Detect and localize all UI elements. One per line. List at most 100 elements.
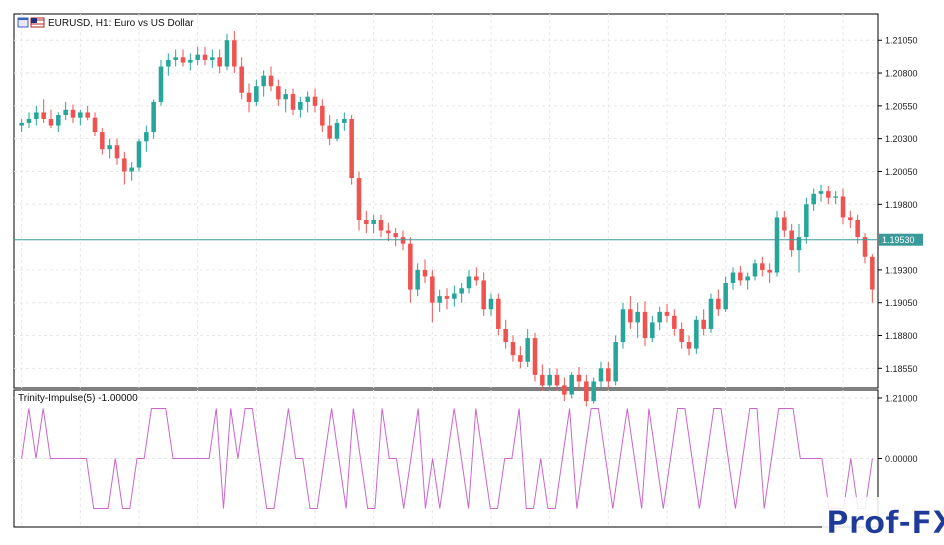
candle[interactable] bbox=[694, 315, 699, 354]
indicator-series[interactable] bbox=[21, 408, 873, 509]
candle[interactable] bbox=[356, 171, 362, 231]
candle[interactable] bbox=[320, 99, 325, 133]
candle[interactable] bbox=[613, 335, 618, 386]
candle[interactable] bbox=[122, 151, 127, 185]
candle[interactable] bbox=[400, 230, 406, 251]
candle[interactable] bbox=[870, 254, 875, 303]
candle[interactable] bbox=[276, 79, 281, 106]
candle[interactable] bbox=[811, 188, 816, 211]
candle[interactable] bbox=[686, 335, 692, 356]
candle[interactable] bbox=[378, 214, 384, 238]
candle[interactable] bbox=[342, 112, 347, 131]
candle[interactable] bbox=[56, 112, 61, 133]
candle[interactable] bbox=[92, 112, 98, 137]
candle[interactable] bbox=[752, 259, 758, 281]
candle[interactable] bbox=[151, 99, 156, 139]
candle[interactable] bbox=[833, 191, 838, 205]
candle[interactable] bbox=[569, 372, 574, 399]
candle[interactable] bbox=[129, 162, 134, 181]
candle[interactable] bbox=[584, 374, 589, 407]
candle[interactable] bbox=[730, 267, 736, 290]
candle[interactable] bbox=[100, 128, 105, 155]
indicator-line[interactable] bbox=[21, 408, 873, 509]
candle[interactable] bbox=[716, 289, 721, 316]
candle[interactable] bbox=[796, 223, 802, 273]
candle[interactable] bbox=[840, 188, 846, 224]
candle[interactable] bbox=[283, 88, 288, 113]
candle[interactable] bbox=[364, 210, 369, 234]
candle[interactable] bbox=[327, 115, 332, 146]
candle[interactable] bbox=[701, 309, 706, 336]
candle[interactable] bbox=[562, 377, 567, 402]
candle[interactable] bbox=[180, 49, 186, 67]
candle[interactable] bbox=[41, 99, 46, 123]
candle[interactable] bbox=[26, 112, 32, 129]
candle[interactable] bbox=[525, 328, 530, 368]
candle[interactable] bbox=[547, 368, 552, 391]
candle[interactable] bbox=[107, 138, 112, 159]
candle[interactable] bbox=[408, 237, 413, 303]
candle[interactable] bbox=[334, 118, 340, 142]
candle[interactable] bbox=[848, 210, 853, 228]
candle[interactable] bbox=[437, 289, 442, 312]
candle[interactable] bbox=[224, 33, 230, 71]
candle[interactable] bbox=[591, 377, 596, 404]
candle[interactable] bbox=[679, 322, 684, 349]
candle[interactable] bbox=[664, 304, 670, 323]
candle[interactable] bbox=[554, 368, 560, 391]
candle[interactable] bbox=[518, 346, 523, 369]
candle[interactable] bbox=[774, 210, 780, 277]
candle[interactable] bbox=[628, 296, 633, 329]
candle[interactable] bbox=[232, 31, 237, 74]
candle[interactable] bbox=[85, 105, 90, 121]
candle[interactable] bbox=[540, 364, 545, 391]
candle[interactable] bbox=[723, 276, 728, 312]
candle[interactable] bbox=[496, 293, 501, 336]
candle[interactable] bbox=[34, 105, 39, 126]
candle[interactable] bbox=[78, 109, 83, 126]
candle[interactable] bbox=[576, 367, 582, 388]
candle[interactable] bbox=[826, 185, 831, 205]
candle[interactable] bbox=[63, 101, 68, 121]
candle[interactable] bbox=[290, 88, 296, 116]
candle[interactable] bbox=[393, 227, 398, 247]
candle[interactable] bbox=[767, 263, 772, 284]
candle[interactable] bbox=[261, 70, 266, 97]
candle[interactable] bbox=[481, 272, 486, 316]
candle[interactable] bbox=[70, 104, 76, 123]
candle[interactable] bbox=[298, 96, 303, 118]
candle[interactable] bbox=[422, 259, 428, 284]
candle[interactable] bbox=[371, 214, 376, 234]
candle[interactable] bbox=[48, 109, 54, 129]
candle[interactable] bbox=[738, 265, 743, 286]
candle[interactable] bbox=[254, 79, 259, 106]
candle[interactable] bbox=[650, 315, 655, 343]
candle[interactable] bbox=[239, 57, 244, 100]
candle[interactable] bbox=[459, 283, 464, 303]
candle[interactable] bbox=[532, 332, 538, 382]
candle[interactable] bbox=[305, 91, 310, 113]
candle[interactable] bbox=[19, 118, 24, 133]
candle[interactable] bbox=[620, 302, 626, 349]
candle[interactable] bbox=[430, 269, 435, 323]
candle[interactable] bbox=[745, 272, 750, 290]
candle[interactable] bbox=[136, 138, 142, 172]
candle[interactable] bbox=[862, 233, 868, 264]
candle[interactable] bbox=[818, 184, 824, 202]
candle[interactable] bbox=[488, 293, 494, 316]
candle[interactable] bbox=[510, 335, 516, 362]
candle[interactable] bbox=[606, 361, 611, 388]
candle[interactable] bbox=[386, 222, 391, 242]
candle[interactable] bbox=[312, 88, 318, 113]
candle[interactable] bbox=[708, 293, 714, 333]
candle[interactable] bbox=[144, 125, 149, 152]
candle[interactable] bbox=[672, 309, 677, 336]
candle[interactable] bbox=[760, 256, 765, 277]
candle[interactable] bbox=[657, 306, 662, 331]
candle[interactable] bbox=[166, 53, 171, 76]
candle[interactable] bbox=[855, 214, 860, 244]
candle[interactable] bbox=[173, 49, 178, 67]
candle[interactable] bbox=[503, 319, 508, 349]
candle[interactable] bbox=[217, 49, 222, 74]
candle[interactable] bbox=[202, 46, 208, 66]
